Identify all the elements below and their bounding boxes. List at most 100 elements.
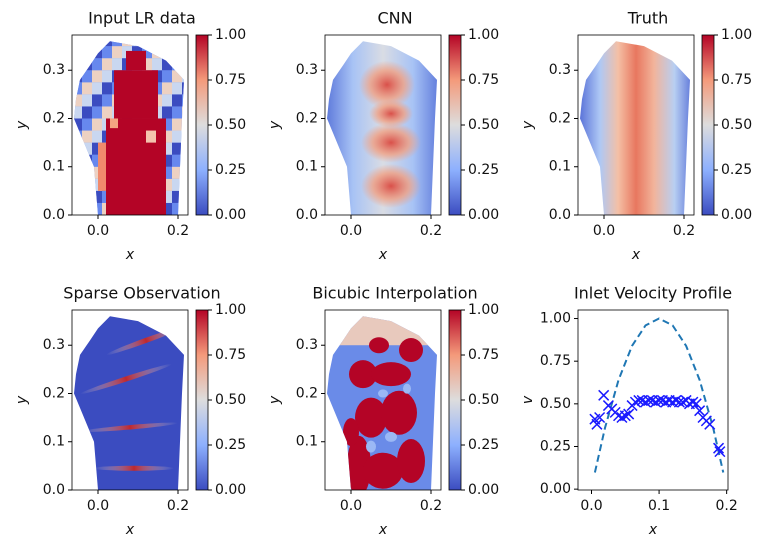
- field-patch: [349, 360, 377, 389]
- colorbar-tick-label: 0.25: [468, 437, 499, 453]
- marker: [633, 394, 645, 406]
- x-tick-label: 0.2: [420, 223, 442, 239]
- marker: [673, 396, 685, 408]
- field-patch: [378, 389, 388, 398]
- colorbar-tick-label: 0.75: [215, 72, 246, 88]
- marker: [677, 396, 689, 408]
- colorbar-tick-label: 0.75: [721, 72, 752, 88]
- field-patch: [182, 154, 184, 167]
- field-patch: [162, 202, 172, 215]
- field-patch: [182, 94, 184, 107]
- field-patch: [162, 82, 172, 95]
- field-patch: [366, 440, 376, 453]
- colorbar: [701, 34, 715, 216]
- field-patch: [112, 58, 122, 71]
- field-patch: [355, 397, 387, 438]
- field-patch: [162, 70, 172, 83]
- marker: [643, 394, 655, 406]
- y-tick-label: 0.1: [296, 159, 318, 175]
- field-patch: [82, 190, 92, 203]
- y-tick-label: 0.75: [540, 353, 571, 369]
- colorbar: [195, 309, 209, 491]
- panel-title: Inlet Velocity Profile: [574, 284, 732, 303]
- panel: CNN x y 0.0 0.2 0.0 0.1 0.2 0.3 0.00 0.25 0.50 0.75 1…: [267, 9, 499, 264]
- y-axis-label: v: [520, 395, 536, 404]
- axes-frame: [71, 309, 189, 491]
- field-patch: [92, 178, 102, 191]
- colorbar-tick-label: 0.75: [468, 72, 499, 88]
- field-patch: [82, 58, 92, 71]
- field-patch: [82, 41, 92, 47]
- field-patch: [172, 118, 182, 131]
- marker: [616, 411, 628, 424]
- field-patch: [162, 154, 172, 167]
- y-axis-label: y: [14, 395, 30, 405]
- marker: [594, 411, 606, 424]
- field-patch: [122, 41, 132, 47]
- field-patch: [142, 46, 152, 59]
- panel-title: Input LR data: [88, 9, 196, 28]
- field-patch: [152, 41, 162, 47]
- marker: [598, 389, 610, 401]
- field-patch: [102, 82, 112, 95]
- field-patch: [114, 70, 158, 119]
- y-tick-label: 0.0: [296, 207, 318, 223]
- field-patch: [102, 70, 112, 83]
- x-axis-label: x: [125, 522, 135, 538]
- field-patch: [112, 41, 122, 47]
- field-patch: [112, 46, 122, 59]
- colorbar-tick-label: 0.50: [215, 392, 246, 408]
- marker: [670, 394, 682, 406]
- field-patch: [92, 130, 102, 143]
- colorbar-tick-label: 1.00: [468, 27, 499, 43]
- field-patch: [359, 60, 415, 109]
- field-patch: [92, 142, 102, 155]
- field-patch: [403, 383, 411, 394]
- field-patch: [399, 338, 423, 363]
- y-tick-label: 0.3: [549, 62, 571, 78]
- field-patch: [74, 142, 82, 155]
- field-patch: [126, 50, 146, 71]
- field-patch: [162, 46, 172, 59]
- field-patch: [162, 166, 172, 179]
- field-patch: [102, 46, 112, 59]
- x-tick-label: 0.0: [580, 498, 602, 514]
- axes-frame: [324, 34, 442, 216]
- field-patch: [172, 178, 182, 191]
- axes-frame: [577, 309, 729, 491]
- y-axis-label: y: [14, 120, 30, 130]
- axes-frame: [71, 34, 189, 216]
- panel-title: Bicubic Interpolation: [312, 284, 477, 303]
- field-patch: [172, 154, 182, 167]
- marker: [591, 418, 603, 430]
- field-patch: [172, 202, 182, 215]
- field-patch: [361, 122, 421, 163]
- field-patch: [142, 58, 152, 71]
- field-patch: [162, 58, 172, 71]
- colorbar-tick-label: 0.00: [468, 207, 499, 223]
- colorbar-tick-label: 0.25: [215, 162, 246, 178]
- field-patch: [74, 106, 82, 119]
- field-patch: [361, 164, 421, 209]
- colorbar-tick-label: 0.50: [468, 117, 499, 133]
- field-patch: [182, 130, 184, 143]
- field-patch: [74, 118, 82, 131]
- field-patch: [182, 166, 184, 179]
- colorbar-tick-label: 0.75: [468, 347, 499, 363]
- heatmap-field: [74, 316, 184, 490]
- marker: [694, 405, 706, 417]
- colorbar-tick-label: 0.50: [215, 117, 246, 133]
- y-axis-label: y: [520, 120, 536, 130]
- field-patch: [82, 94, 92, 107]
- field-patch: [102, 58, 112, 71]
- panel: Truth x y 0.0 0.2 0.0 0.1 0.2 0.3 0.00 0.25 0.50 0.7…: [520, 9, 752, 264]
- marker: [650, 396, 662, 408]
- field-patch: [102, 94, 112, 107]
- y-tick-label: 0.2: [296, 110, 318, 126]
- field-patch: [369, 337, 389, 354]
- field-patch: [371, 362, 411, 387]
- field-patch: [146, 130, 156, 143]
- field-patch: [172, 41, 182, 47]
- field-patch: [82, 178, 92, 191]
